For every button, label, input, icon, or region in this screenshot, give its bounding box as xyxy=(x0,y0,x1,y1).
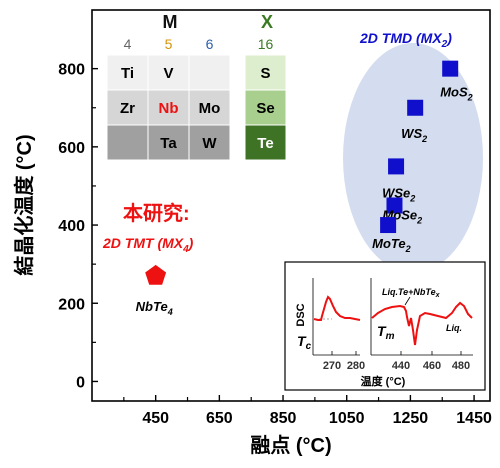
element-symbol: Se xyxy=(256,100,274,117)
data-point-label: MoTe2 xyxy=(372,236,410,254)
data-point-label: WS2 xyxy=(401,126,427,144)
y-tick-label: 800 xyxy=(58,62,85,79)
dsc-tick-label: 460 xyxy=(423,360,441,372)
y-axis-title: 結晶化温度 (°C) xyxy=(12,134,36,275)
element-cell xyxy=(147,124,190,161)
x-tick-label: 1450 xyxy=(456,410,492,427)
plot-frame xyxy=(91,9,491,402)
element-cell xyxy=(106,89,149,126)
data-point xyxy=(380,217,397,234)
y-tick-label: 400 xyxy=(58,218,85,235)
y-tick-label: 0 xyxy=(76,374,85,391)
element-symbol: Ta xyxy=(160,135,177,152)
element-symbol: Ti xyxy=(121,65,134,82)
element-cell xyxy=(244,124,287,161)
element-cell xyxy=(244,54,287,91)
data-point xyxy=(145,264,167,285)
data-point xyxy=(407,99,424,116)
dsc-curve-left xyxy=(313,295,361,321)
data-point-label: NbTe4 xyxy=(136,299,173,317)
this-study-heading: 本研究: xyxy=(123,201,190,225)
element-symbol: S xyxy=(260,65,270,82)
column-number: 4 xyxy=(124,36,132,52)
x-tick-label: 850 xyxy=(270,410,297,427)
dsc-tc-label: Tc xyxy=(297,333,312,352)
element-cell xyxy=(188,89,231,126)
dsc-liq-te-label: Liq.Te+NbTex xyxy=(382,287,441,299)
group-m-label: M xyxy=(163,12,178,32)
tmt-group-title: 2D TMT (MX4) xyxy=(102,235,194,255)
tmd-group-title: 2D TMD (MX2) xyxy=(359,30,452,50)
dsc-xlabel: 温度 (°C) xyxy=(361,374,406,388)
element-symbol: Mo xyxy=(199,100,221,117)
group-x-label: X xyxy=(261,12,273,32)
x-tick-label: 1250 xyxy=(393,410,429,427)
x-tick-label: 450 xyxy=(142,410,169,427)
column-number: 6 xyxy=(206,36,214,52)
column-number: 5 xyxy=(165,36,173,52)
element-cell xyxy=(188,124,231,161)
dsc-tick-label: 440 xyxy=(392,360,410,372)
data-point xyxy=(386,197,403,214)
x-tick-label: 1050 xyxy=(329,410,365,427)
x-tick-label: 650 xyxy=(206,410,233,427)
dsc-curve-right xyxy=(371,301,473,346)
element-symbol: W xyxy=(202,135,217,152)
element-symbol: Te xyxy=(257,135,273,152)
element-symbol: V xyxy=(163,65,173,82)
y-tick-label: 600 xyxy=(58,140,85,157)
element-cell xyxy=(106,124,149,161)
data-point xyxy=(388,158,405,175)
element-cell xyxy=(188,54,231,91)
x-axis-title: 融点 (°C) xyxy=(250,434,331,457)
periodic-table: M X 4 5 6 16 Ti V S Zr Nb Mo Se Ta W Te xyxy=(106,12,287,161)
element-symbol: Nb xyxy=(159,100,179,117)
dsc-ylabel: DSC xyxy=(295,303,307,326)
dsc-tick-label: 270 xyxy=(323,360,341,372)
element-cell xyxy=(244,89,287,126)
dsc-liq-label: Liq. xyxy=(446,323,462,333)
data-point-label: MoS2 xyxy=(440,85,472,103)
dsc-liq-te-pointer xyxy=(404,296,411,306)
column-number: 16 xyxy=(258,36,274,52)
dsc-tick-label: 480 xyxy=(452,360,470,372)
tmd-group-ellipse xyxy=(343,43,483,273)
element-symbol: Zr xyxy=(120,100,135,117)
data-point xyxy=(442,60,459,77)
dsc-tm-label: Tm xyxy=(377,323,395,342)
dsc-tick-label: 280 xyxy=(347,360,365,372)
dsc-inset: DSC Tc Tm Liq.Te+NbTex Liq. 270 280 440 460… xyxy=(284,261,486,391)
dsc-inset-frame xyxy=(284,261,486,391)
y-tick-label: 200 xyxy=(58,296,85,313)
data-point-label: WSe2 xyxy=(382,185,415,203)
